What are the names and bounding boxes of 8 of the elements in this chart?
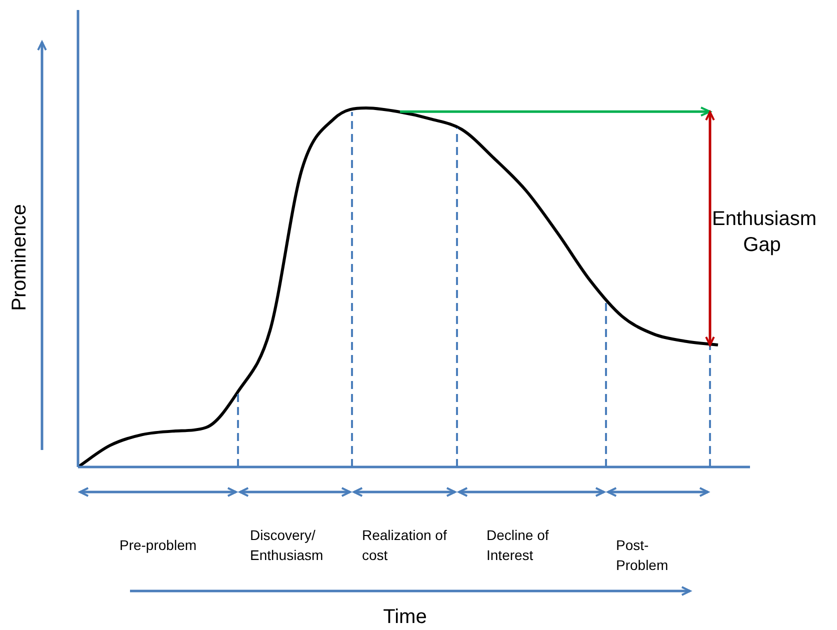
text: Decline of Interest: [486, 526, 550, 565]
text: Time: [382, 606, 428, 629]
text: Discovery/ Enthusiasm: [250, 526, 324, 565]
text: Post-Problem: [616, 536, 670, 575]
text: Realization of cost: [362, 526, 447, 565]
y-axis-title: Prominence: [8, 203, 32, 313]
annotation: Enthusiasm Gap: [712, 207, 816, 258]
text: Pre-problem: [119, 536, 197, 555]
